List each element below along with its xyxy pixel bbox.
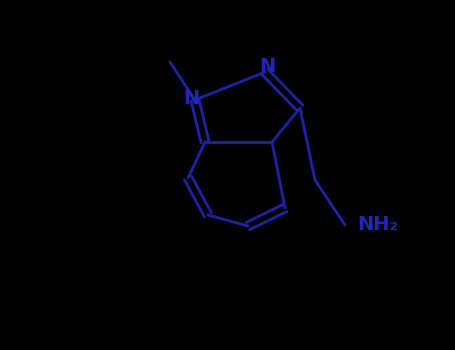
Text: N: N bbox=[183, 89, 199, 107]
Text: NH₂: NH₂ bbox=[357, 216, 398, 234]
Text: N: N bbox=[259, 57, 275, 77]
